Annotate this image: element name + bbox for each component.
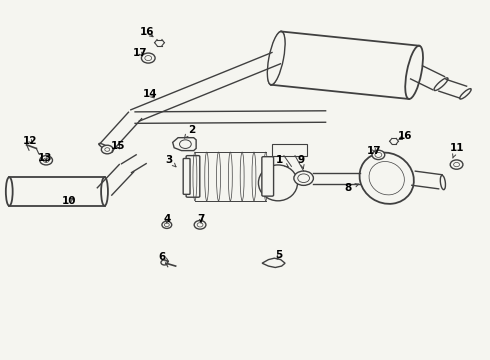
FancyBboxPatch shape [186, 156, 200, 197]
Ellipse shape [258, 165, 297, 201]
Circle shape [294, 171, 314, 185]
Text: 5: 5 [275, 250, 283, 260]
Circle shape [142, 53, 155, 63]
Ellipse shape [268, 31, 285, 85]
Text: 7: 7 [197, 215, 205, 224]
Circle shape [450, 160, 463, 169]
Ellipse shape [99, 143, 113, 152]
Circle shape [372, 150, 385, 159]
Text: 8: 8 [344, 183, 359, 193]
Text: 14: 14 [143, 89, 157, 99]
Ellipse shape [268, 31, 284, 85]
Ellipse shape [434, 78, 448, 91]
Circle shape [194, 221, 206, 229]
Ellipse shape [460, 89, 471, 99]
Text: 2: 2 [185, 125, 195, 138]
Text: 13: 13 [37, 153, 52, 163]
Text: 3: 3 [166, 155, 176, 167]
Text: 17: 17 [367, 145, 382, 156]
Text: 15: 15 [111, 141, 125, 151]
Text: 1: 1 [275, 155, 288, 167]
Text: 9: 9 [297, 155, 305, 168]
Text: 6: 6 [158, 252, 169, 262]
Circle shape [101, 145, 113, 154]
Ellipse shape [360, 153, 414, 204]
Ellipse shape [441, 175, 445, 190]
Polygon shape [262, 258, 285, 267]
Text: 11: 11 [449, 143, 464, 158]
Ellipse shape [405, 46, 423, 99]
Text: 17: 17 [133, 48, 147, 58]
Text: 16: 16 [398, 131, 413, 141]
Circle shape [161, 260, 168, 265]
Circle shape [40, 156, 52, 165]
Text: 16: 16 [140, 27, 154, 37]
Polygon shape [172, 138, 196, 150]
FancyBboxPatch shape [262, 157, 273, 196]
Ellipse shape [101, 177, 108, 206]
Text: 4: 4 [163, 215, 171, 224]
FancyBboxPatch shape [183, 158, 190, 194]
Circle shape [162, 221, 172, 228]
Text: 12: 12 [23, 136, 37, 145]
Ellipse shape [6, 177, 13, 206]
Text: 10: 10 [62, 196, 76, 206]
